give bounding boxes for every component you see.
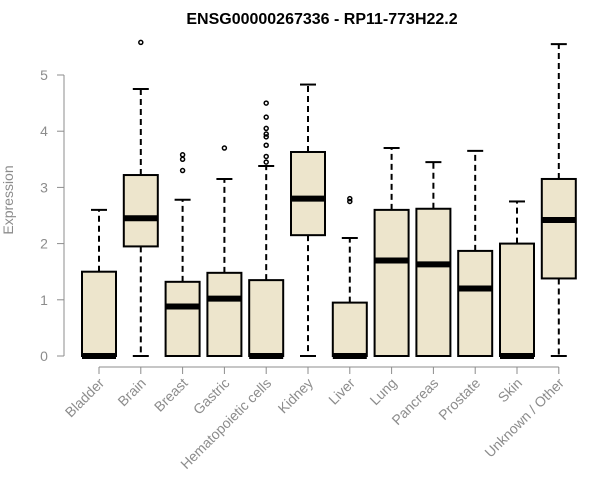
- box-3: [206, 145, 243, 358]
- outlier-point-6-1: [347, 195, 353, 202]
- outlier-point-4-5: [263, 125, 269, 132]
- y-axis: 0 1 2 3 4 5: [40, 67, 65, 364]
- box-rect-1: [122, 174, 159, 248]
- x-tick-label-7: Lung: [366, 375, 399, 408]
- box-rect-5: [290, 150, 326, 237]
- box-rect-8: [415, 207, 452, 357]
- box-2: [164, 152, 201, 358]
- box-rect-3: [206, 271, 243, 358]
- chart-title: ENSG00000267336 - RP11-773H22.2: [186, 11, 457, 28]
- box-rect-2: [164, 280, 201, 358]
- box-4: [248, 100, 285, 359]
- box-9: [457, 149, 494, 358]
- box-7: [373, 147, 410, 357]
- box-0: [81, 208, 117, 359]
- box-rect-7: [373, 208, 410, 357]
- y-tick-label-5: 5: [40, 67, 48, 83]
- box-rect-11: [540, 177, 577, 280]
- box-rect-0: [81, 270, 117, 358]
- y-tick-label-1: 1: [40, 292, 48, 308]
- x-tick-label-6: Liver: [325, 375, 358, 408]
- box-rect-6: [331, 301, 368, 357]
- x-tick-label-1: Brain: [114, 375, 148, 409]
- box-rect-9: [457, 249, 494, 358]
- x-tick-label-11: Unknown / Other: [481, 375, 567, 461]
- boxes-group: [81, 39, 577, 359]
- outlier-point-4-0: [263, 159, 269, 165]
- outlier-point-4-1: [263, 153, 269, 160]
- box-6: [331, 195, 368, 359]
- box-8: [415, 161, 452, 357]
- outlier-point-2-0: [179, 167, 186, 174]
- y-tick-label-4: 4: [40, 123, 48, 139]
- box-10: [499, 200, 535, 359]
- y-tick-label-0: 0: [40, 348, 48, 364]
- outlier-point-4-4: [263, 131, 269, 137]
- x-tick-label-5: Kidney: [275, 375, 317, 417]
- box-1: [122, 39, 159, 357]
- outlier-point-2-2: [179, 152, 186, 158]
- outlier-point-3-0: [221, 145, 228, 151]
- outlier-point-4-7: [263, 100, 269, 106]
- outlier-point-4-3: [263, 134, 269, 140]
- outlier-point-4-6: [263, 114, 269, 120]
- outlier-point-6-0: [347, 198, 353, 205]
- box-rect-4: [248, 279, 285, 358]
- box-11: [540, 43, 577, 357]
- x-tick-label-10: Skin: [495, 375, 526, 406]
- x-tick-label-0: Bladder: [62, 375, 108, 421]
- y-tick-label-3: 3: [40, 179, 48, 195]
- outlier-point-4-2: [263, 142, 269, 148]
- box-rect-10: [499, 242, 535, 358]
- outlier-point-2-1: [179, 156, 186, 163]
- x-tick-label-2: Breast: [151, 375, 191, 415]
- y-tick-label-2: 2: [40, 236, 48, 252]
- outlier-point-1-0: [138, 39, 144, 46]
- y-axis-label: Expression: [0, 165, 16, 234]
- box-5: [290, 83, 326, 357]
- x-tick-label-9: Prostate: [435, 375, 483, 423]
